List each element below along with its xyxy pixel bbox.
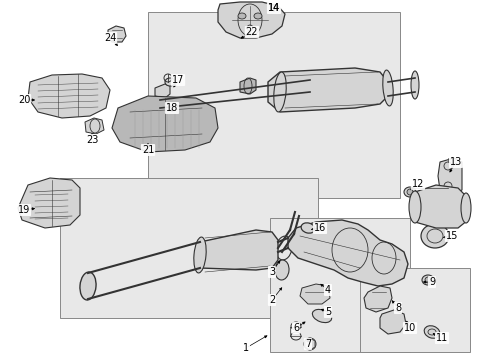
Ellipse shape: [304, 338, 315, 350]
Text: 10: 10: [403, 323, 415, 333]
Bar: [359, 268, 469, 352]
Text: 2: 2: [268, 295, 275, 305]
Ellipse shape: [164, 78, 175, 86]
Ellipse shape: [246, 25, 252, 31]
Ellipse shape: [312, 309, 331, 323]
Text: 16: 16: [313, 223, 325, 233]
Polygon shape: [108, 26, 126, 42]
Polygon shape: [363, 286, 391, 312]
Text: 9: 9: [428, 277, 434, 287]
Text: 11: 11: [435, 333, 447, 343]
Ellipse shape: [410, 71, 418, 99]
Text: 17: 17: [171, 75, 184, 85]
Ellipse shape: [424, 277, 430, 283]
Text: 1: 1: [243, 343, 248, 353]
Ellipse shape: [423, 326, 439, 338]
Polygon shape: [409, 185, 467, 228]
Text: 3: 3: [268, 267, 274, 277]
Polygon shape: [287, 220, 407, 286]
Ellipse shape: [460, 193, 470, 223]
Text: 18: 18: [165, 103, 178, 113]
Polygon shape: [112, 96, 218, 152]
Text: 14: 14: [267, 3, 280, 13]
Text: 13: 13: [449, 157, 461, 167]
Ellipse shape: [406, 189, 412, 195]
Polygon shape: [379, 310, 405, 334]
Ellipse shape: [421, 275, 433, 285]
Text: 22: 22: [245, 27, 258, 37]
Bar: [269, 218, 409, 352]
Ellipse shape: [274, 260, 288, 280]
Ellipse shape: [301, 223, 314, 233]
Text: 4: 4: [324, 285, 330, 295]
Text: 20: 20: [18, 95, 30, 105]
Text: 24: 24: [103, 33, 116, 43]
Ellipse shape: [382, 70, 392, 106]
Polygon shape: [437, 158, 461, 194]
Text: 7: 7: [304, 339, 310, 349]
Ellipse shape: [408, 191, 420, 223]
Polygon shape: [305, 338, 314, 350]
Polygon shape: [28, 74, 110, 118]
Polygon shape: [267, 68, 387, 112]
Ellipse shape: [193, 237, 206, 273]
Text: 6: 6: [292, 323, 299, 333]
Bar: [60, 178, 317, 318]
Text: 12: 12: [411, 179, 423, 189]
Polygon shape: [155, 84, 170, 98]
Text: 14: 14: [267, 3, 280, 13]
Text: 5: 5: [324, 307, 330, 317]
Ellipse shape: [273, 72, 285, 112]
Ellipse shape: [80, 272, 96, 300]
Ellipse shape: [238, 13, 245, 19]
Text: 8: 8: [394, 303, 400, 313]
Polygon shape: [240, 78, 256, 94]
Bar: [148, 12, 399, 198]
Text: 23: 23: [85, 135, 98, 145]
Polygon shape: [85, 118, 104, 134]
Polygon shape: [299, 284, 329, 304]
Text: 21: 21: [142, 145, 154, 155]
Polygon shape: [218, 2, 285, 38]
Ellipse shape: [253, 13, 262, 19]
Text: 15: 15: [445, 231, 457, 241]
Ellipse shape: [403, 187, 415, 197]
Ellipse shape: [420, 224, 448, 248]
Polygon shape: [18, 178, 80, 228]
Text: 19: 19: [18, 205, 30, 215]
Polygon shape: [200, 230, 278, 270]
Polygon shape: [163, 102, 179, 118]
Ellipse shape: [155, 86, 165, 122]
